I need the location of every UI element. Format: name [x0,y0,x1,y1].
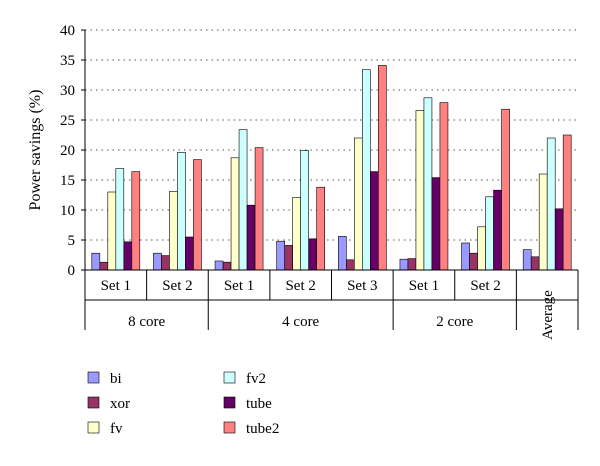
bar-bi [214,260,224,271]
bar-tube2 [562,134,572,271]
bar-tube [308,238,317,271]
bar-tube2 [316,186,325,271]
bar-tube [246,204,256,271]
legend-swatch-fv [87,421,100,434]
y-axis-label: Power savings (%) [27,90,44,211]
bar-tube [493,189,502,271]
bar-fv2 [423,97,433,271]
legend-label-fv: fv [110,421,123,437]
legend-label-tube: tube [246,396,272,412]
category-label: Average [540,290,556,340]
bar-bi [91,252,101,271]
bar-fv [169,191,178,271]
bar-tube2 [378,65,387,271]
group-label: 8 core [128,314,165,330]
bar-xor [222,261,232,271]
bar-fv2 [362,69,371,271]
y-tick-label: 5 [68,233,76,249]
bar-xor [469,252,478,271]
bar-tube2 [254,147,264,271]
legend-label-tube2: tube2 [246,421,279,437]
y-tick-label: 10 [60,203,75,219]
bar-tube [123,241,133,271]
bar-xor [530,256,540,271]
y-tick-label: 40 [60,23,75,39]
bar-fv2 [177,152,186,271]
category-label: Set 2 [162,278,192,294]
bar-fv [292,197,301,271]
bar-bi [338,236,347,271]
bar-bi [461,242,470,271]
category-label: Set 1 [409,278,439,294]
bar-tube2 [501,108,510,271]
legend-swatch-fv2 [223,371,236,384]
bar-fv2 [485,196,494,271]
y-tick-label: 0 [68,263,76,279]
bar-fv [107,191,117,271]
bar-fv2 [300,150,309,271]
category-label: Set 2 [470,278,500,294]
bar-xor [161,255,170,271]
y-tick-label: 15 [60,173,75,189]
bar-xor [407,258,417,271]
category-label: Set 1 [101,278,131,294]
y-tick-label: 20 [60,143,75,159]
legend-swatch-tube [223,396,236,409]
bar-xor [99,261,109,271]
bar-tube2 [439,102,449,271]
legend-label-bi: bi [110,371,122,387]
bar-fv [354,137,363,271]
axes: 0 5 10 15 20 25 30 35 40 Set 1 Set 2 Set 1 Set 2 Set … [60,23,579,340]
bar-fv [230,157,240,271]
bar-fv2 [546,137,556,271]
bar-fv2 [115,168,125,271]
bar-bi [276,240,285,271]
bar-xor [284,245,293,271]
bar-tube [185,236,194,271]
bar-fv2 [238,129,248,271]
bar-xor [346,259,355,271]
bar-bi [522,249,532,271]
bar-fv [415,110,425,271]
bar-tube [431,177,441,271]
category-label: Set 1 [224,278,254,294]
bar-tube [554,208,564,271]
legend-swatch-xor [87,396,100,409]
group-label: 4 core [282,314,319,330]
y-tick-label: 30 [60,83,75,99]
y-tick-label: 25 [60,113,75,129]
bar-bi [399,258,409,271]
legend-label-xor: xor [110,396,130,412]
legend: bi xor fv fv2 tube tube2 [87,371,279,437]
bar-tube2 [193,159,202,271]
category-label: Set 3 [347,278,377,294]
bar-tube [370,171,379,271]
bars [91,65,572,271]
bar-bi [153,252,162,271]
bar-fv [477,226,486,271]
category-label: Set 2 [285,278,315,294]
y-tick-label: 35 [60,53,75,69]
legend-swatch-tube2 [223,421,236,434]
legend-label-fv2: fv2 [246,371,266,387]
legend-swatch-bi [87,371,100,384]
bar-tube2 [131,171,141,271]
group-label: 2 core [436,314,473,330]
bar-fv [538,173,548,271]
